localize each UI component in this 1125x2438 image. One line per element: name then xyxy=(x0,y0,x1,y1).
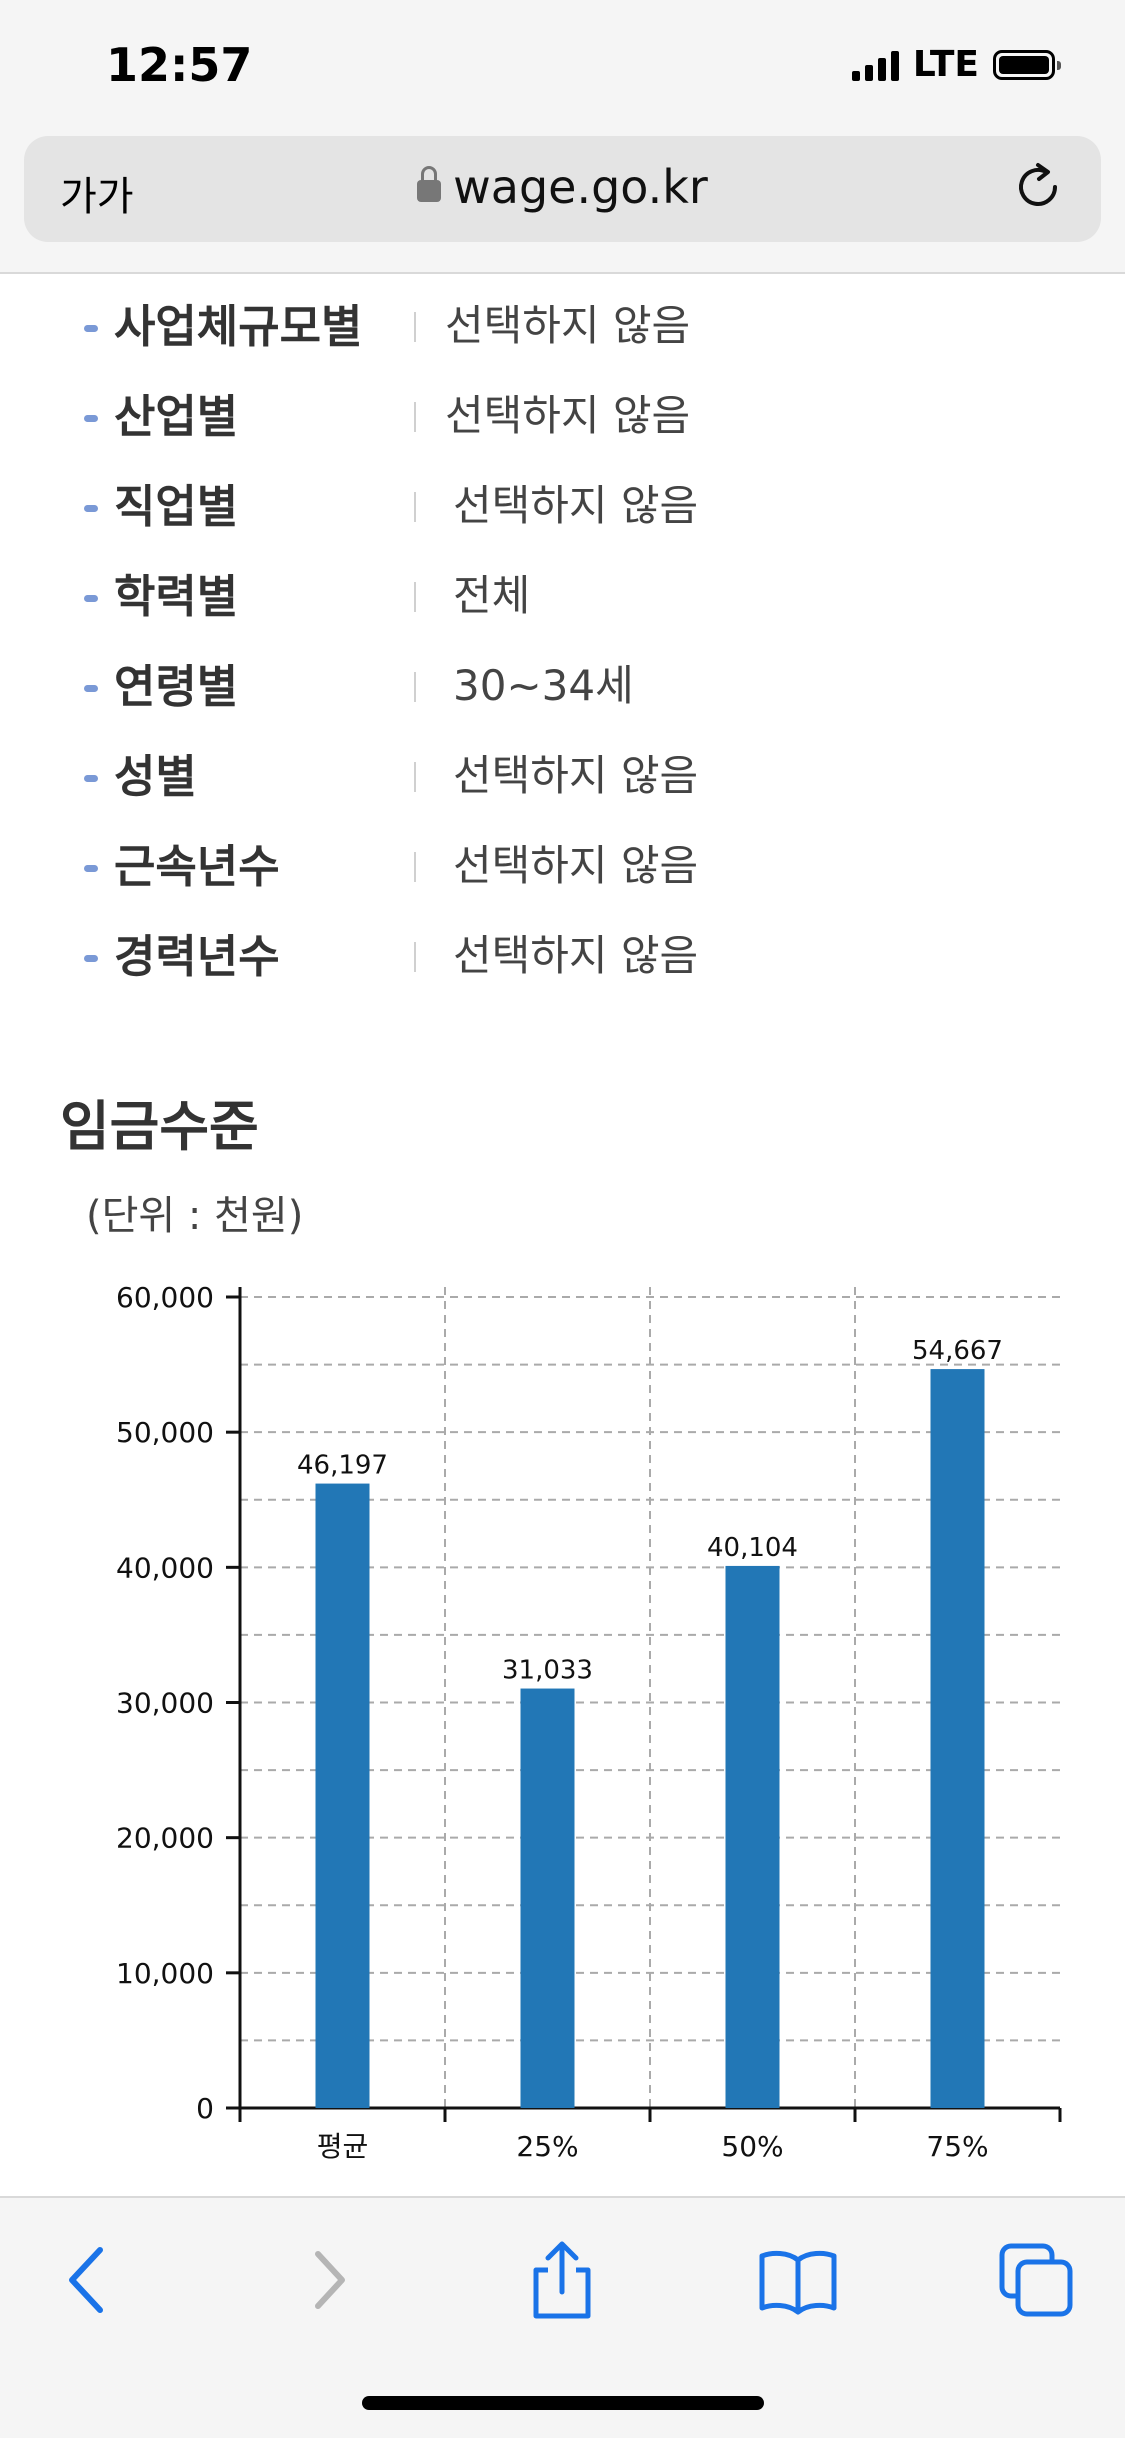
section-title: 임금수준 xyxy=(60,1095,259,1158)
filter-row: 사업체규모별 선택하지 않음 xyxy=(80,290,1080,380)
filter-value: 선택하지 않음 xyxy=(445,391,691,440)
unit-label: (단위 : 천원) xyxy=(86,1193,304,1239)
network-label: LTE xyxy=(912,44,979,85)
bar-value-label: 46,197 xyxy=(297,1451,388,1481)
divider xyxy=(414,402,416,432)
status-time: 12:57 xyxy=(106,38,253,92)
bookmarks-icon[interactable] xyxy=(758,2240,838,2320)
browser-toolbar xyxy=(0,2196,1125,2438)
filter-label: 학력별 xyxy=(114,570,239,623)
signal-icon xyxy=(851,49,899,81)
bar-value-label: 40,104 xyxy=(707,1533,798,1563)
bar-value-label: 54,667 xyxy=(912,1336,1003,1366)
filter-value: 전체 xyxy=(453,571,531,620)
y-tick-label: 10,000 xyxy=(116,1957,214,1990)
filter-label: 산업별 xyxy=(114,390,239,443)
filter-value: 선택하지 않음 xyxy=(453,481,699,530)
filter-label: 경력년수 xyxy=(114,930,280,983)
filter-value: 선택하지 않음 xyxy=(453,841,699,890)
divider xyxy=(414,762,416,792)
divider xyxy=(414,492,416,522)
divider xyxy=(414,942,416,972)
status-bar: 12:57 LTE xyxy=(0,0,1125,130)
filter-row: 직업별 선택하지 않음 xyxy=(80,470,1080,560)
wage-bar-chart: 0 10,000 20,000 30,000 40,000 50,000 60,000 46,… xyxy=(116,1281,1062,2163)
url-text: wage.go.kr xyxy=(453,160,708,214)
x-tick-label: 평균 xyxy=(317,2130,369,2163)
browser-top-bar: 가가 wage.go.kr xyxy=(0,130,1125,274)
back-icon[interactable] xyxy=(48,2240,128,2320)
divider xyxy=(414,852,416,882)
filter-row: 연령별 30~34세 xyxy=(80,650,1080,740)
x-tick-label: 75% xyxy=(926,2130,988,2163)
tabs-icon[interactable] xyxy=(996,2240,1076,2320)
bullet-icon xyxy=(84,415,98,422)
y-tick-label: 60,000 xyxy=(116,1281,214,1314)
bar xyxy=(725,1565,780,2108)
share-icon[interactable] xyxy=(522,2240,602,2320)
bar xyxy=(315,1483,370,2108)
y-tick-label: 30,000 xyxy=(116,1687,214,1720)
filter-row: 근속년수 선택하지 않음 xyxy=(80,830,1080,920)
text-size-button[interactable]: 가가 xyxy=(60,174,134,220)
filter-value: 선택하지 않음 xyxy=(445,301,691,350)
filter-value: 선택하지 않음 xyxy=(453,931,699,980)
x-tick-label: 25% xyxy=(516,2130,578,2163)
filter-label: 성별 xyxy=(114,750,197,803)
filter-label: 근속년수 xyxy=(114,840,280,893)
filter-label: 연령별 xyxy=(114,660,239,713)
lock-icon xyxy=(417,166,442,202)
forward-icon[interactable] xyxy=(290,2240,370,2320)
divider xyxy=(414,312,416,342)
bullet-icon xyxy=(84,775,98,782)
bar-value-label: 31,033 xyxy=(502,1656,593,1686)
status-icons: LTE xyxy=(851,44,1061,85)
divider xyxy=(414,582,416,612)
filter-row: 경력년수 선택하지 않음 xyxy=(80,920,1080,1010)
address-bar[interactable]: 가가 wage.go.kr xyxy=(24,136,1101,242)
x-tick-label: 50% xyxy=(721,2130,783,2163)
y-tick-label: 20,000 xyxy=(116,1822,214,1855)
bullet-icon xyxy=(84,505,98,512)
filter-label: 직업별 xyxy=(114,480,239,533)
filter-row: 성별 선택하지 않음 xyxy=(80,740,1080,830)
battery-icon xyxy=(993,49,1061,80)
divider xyxy=(414,672,416,702)
url-field[interactable]: wage.go.kr xyxy=(24,160,1101,214)
bar xyxy=(930,1369,985,2108)
bullet-icon xyxy=(84,325,98,332)
filter-label: 사업체규모별 xyxy=(114,300,363,353)
filter-row: 산업별 선택하지 않음 xyxy=(80,380,1080,470)
filter-value: 선택하지 않음 xyxy=(453,751,699,800)
bullet-icon xyxy=(84,685,98,692)
filter-row: 학력별 전체 xyxy=(80,560,1080,650)
reload-icon[interactable] xyxy=(1011,160,1065,214)
bullet-icon xyxy=(84,865,98,872)
bar xyxy=(520,1688,575,2108)
y-tick-label: 50,000 xyxy=(116,1416,214,1449)
bullet-icon xyxy=(84,595,98,602)
home-indicator xyxy=(362,2396,764,2410)
y-tick-label: 0 xyxy=(196,2092,214,2125)
filter-value: 30~34세 xyxy=(453,661,634,710)
bullet-icon xyxy=(84,955,98,962)
y-tick-label: 40,000 xyxy=(116,1551,214,1584)
